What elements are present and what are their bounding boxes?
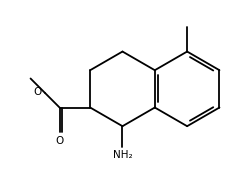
Text: O: O [56,136,64,145]
Text: NH₂: NH₂ [113,151,132,160]
Text: O: O [34,87,42,97]
